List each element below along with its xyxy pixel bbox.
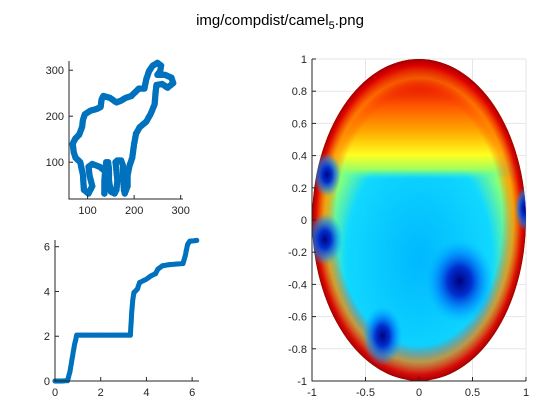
heatmap-minima: [312, 152, 526, 366]
x-tick-label: -0.5: [356, 387, 375, 399]
y-tick-label: 0.2: [292, 183, 307, 195]
curve-point: [194, 237, 200, 243]
camel-axis-lines: [68, 61, 183, 200]
x-tick-label: 0: [416, 387, 422, 399]
y-tick-label: 0.6: [292, 118, 307, 130]
heatmap-field: [312, 59, 526, 381]
camel-outline-plot: 100 200 300 100 200 300: [46, 59, 190, 217]
x-tick-label: 6: [189, 387, 195, 399]
distance-curve-plot: 0 2 4 6 0 2 4 6: [44, 237, 200, 399]
y-tick-label: 1: [301, 54, 307, 66]
y-tick-label: -1: [297, 376, 307, 388]
camel-outline-points: [69, 59, 177, 197]
y-tick-label: -0.2: [288, 247, 307, 259]
y-tick-label: -0.6: [288, 312, 307, 324]
y-tick-label: -0.4: [288, 279, 307, 291]
distance-heatmap-plot: -1 -0.5 0 0.5 1 1 0.8 0.6 0.4 0.2 0 -0.2 -0.4 -0.6 -0…: [288, 54, 529, 399]
y-tick-label: 4: [44, 286, 50, 298]
y-tick-label: 6: [44, 242, 50, 254]
x-tick-label: 0: [52, 387, 58, 399]
camel-y-ticks: 100 200 300: [46, 65, 73, 169]
x-tick-label: -1: [307, 387, 317, 399]
heatmap-x-ticks: -1 -0.5 0 0.5 1: [307, 377, 529, 399]
x-tick-label: 300: [171, 205, 189, 217]
y-tick-label: 0.4: [292, 151, 307, 163]
minimum-blob: [362, 305, 403, 366]
x-tick-label: 4: [143, 387, 149, 399]
distance-curve-points: [52, 237, 200, 384]
y-tick-label: 0: [301, 215, 307, 227]
x-tick-label: 100: [78, 205, 96, 217]
minimum-blob: [514, 186, 526, 231]
curve-y-ticks: 0 2 4 6: [44, 242, 59, 388]
y-tick-label: 0: [44, 376, 50, 388]
minimum-blob: [425, 239, 494, 324]
y-tick-label: -0.8: [288, 344, 307, 356]
y-tick-label: 2: [44, 331, 50, 343]
x-tick-label: 0.5: [465, 387, 480, 399]
heatmap-y-ticks: 1 0.8 0.6 0.4 0.2 0 -0.2 -0.4 -0.6 -0.8 -1: [288, 54, 316, 388]
outline-point: [101, 190, 108, 197]
camel-x-ticks: 100 200 300: [78, 195, 190, 217]
minimum-blob: [312, 152, 341, 197]
x-tick-label: 200: [125, 205, 143, 217]
y-tick-label: 200: [46, 111, 64, 123]
curve-x-ticks: 0 2 4 6: [52, 377, 195, 399]
figure-title: img/compdist/camel5.png: [196, 12, 364, 32]
curve-axis-lines: [54, 240, 199, 382]
y-tick-label: 300: [46, 65, 64, 77]
y-tick-label: 0.8: [292, 86, 307, 98]
x-tick-label: 1: [523, 387, 529, 399]
x-tick-label: 2: [98, 387, 104, 399]
y-tick-label: 100: [46, 157, 64, 169]
